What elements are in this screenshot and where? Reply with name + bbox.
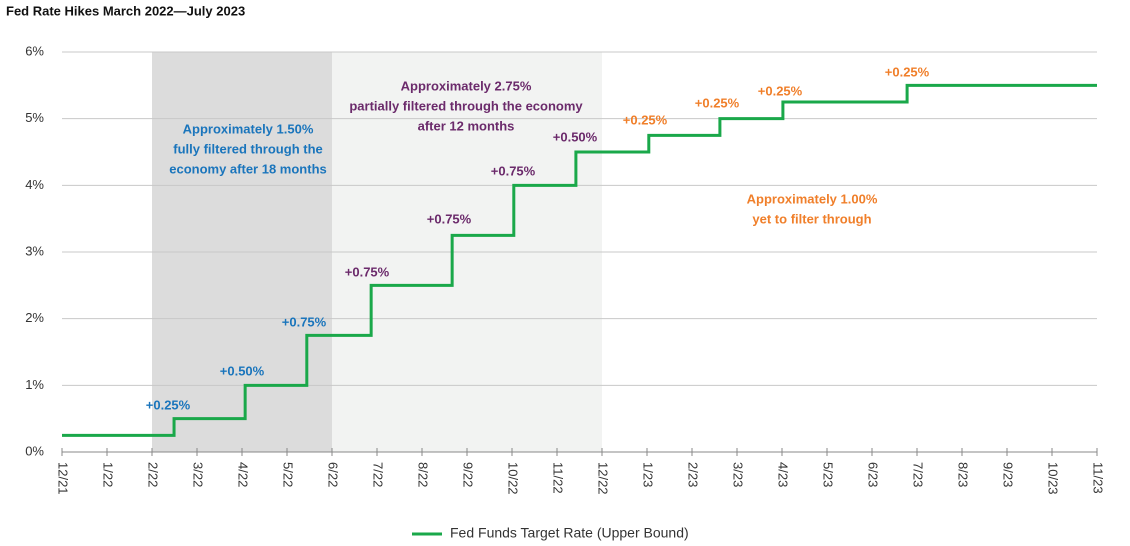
annotation: +0.25% [758, 83, 803, 98]
x-tick-label: 10/22 [506, 462, 521, 495]
annotation: economy after 18 months [169, 161, 327, 176]
annotation: +0.25% [885, 64, 930, 79]
y-tick-label: 2% [25, 310, 44, 325]
y-tick-label: 1% [25, 377, 44, 392]
x-tick-label: 7/22 [371, 462, 386, 487]
x-tick-label: 4/23 [776, 462, 791, 487]
x-tick-label: 8/22 [416, 462, 431, 487]
annotation: +0.75% [345, 264, 390, 279]
chart-title: Fed Rate Hikes March 2022—July 2023 [6, 3, 245, 18]
y-tick-label: 5% [25, 110, 44, 125]
y-tick-label: 6% [25, 43, 44, 58]
annotation: partially filtered through the economy [349, 98, 583, 113]
y-tick-label: 0% [25, 443, 44, 458]
x-tick-label: 4/22 [236, 462, 251, 487]
annotation: +0.25% [146, 397, 191, 412]
x-tick-label: 6/23 [866, 462, 881, 487]
x-tick-label: 8/23 [956, 462, 971, 487]
x-tick-label: 3/22 [191, 462, 206, 487]
y-tick-label: 4% [25, 177, 44, 192]
x-tick-label: 3/23 [731, 462, 746, 487]
annotation: +0.50% [220, 363, 265, 378]
annotation: after 12 months [418, 118, 515, 133]
x-tick-label: 5/23 [821, 462, 836, 487]
rate-line [62, 83, 1097, 437]
x-tick-label: 2/23 [686, 462, 701, 487]
y-tick-label: 3% [25, 243, 44, 258]
x-tick-label: 12/21 [56, 462, 71, 495]
x-tick-label: 1/23 [641, 462, 656, 487]
x-tick-label: 9/22 [461, 462, 476, 487]
annotation: Approximately 2.75% [401, 78, 532, 93]
annotation: fully filtered through the [173, 141, 323, 156]
x-tick-label: 6/22 [326, 462, 341, 487]
legend-label: Fed Funds Target Rate (Upper Bound) [450, 525, 689, 541]
x-tick-label: 12/22 [596, 462, 611, 495]
x-tick-label: 1/22 [101, 462, 116, 487]
x-tick-label: 11/22 [551, 462, 566, 494]
annotation: yet to filter through [752, 211, 871, 226]
x-tick-label: 7/23 [911, 462, 926, 487]
annotation: +0.75% [282, 314, 327, 329]
x-tick-label: 10/23 [1046, 462, 1061, 495]
x-tick-label: 9/23 [1001, 462, 1016, 487]
annotation: +0.75% [427, 211, 472, 226]
annotation: Approximately 1.50% [183, 121, 314, 136]
annotation: +0.50% [553, 129, 598, 144]
x-tick-label: 5/22 [281, 462, 296, 487]
annotation: Approximately 1.00% [747, 191, 878, 206]
annotation: +0.75% [491, 163, 536, 178]
annotation: +0.25% [623, 112, 668, 127]
x-tick-label: 2/22 [146, 462, 161, 487]
x-tick-label: 11/23 [1091, 462, 1106, 494]
annotation: +0.25% [695, 95, 740, 110]
